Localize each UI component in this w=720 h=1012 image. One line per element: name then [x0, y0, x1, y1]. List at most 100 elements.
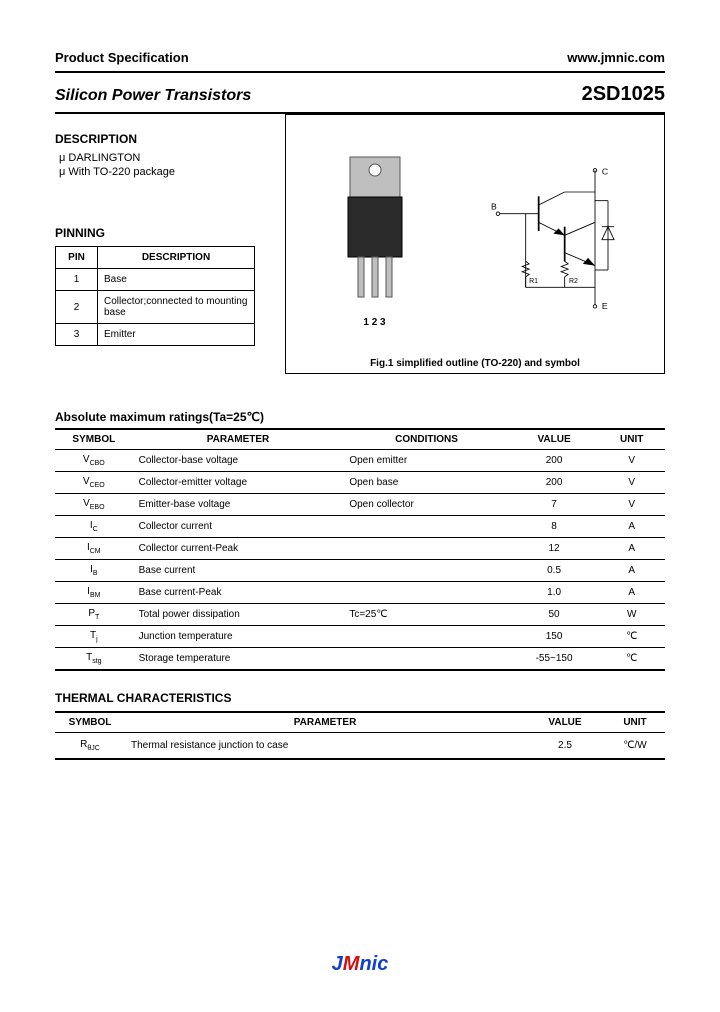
cell-parameter: Total power dissipation	[133, 604, 344, 626]
cell-symbol: IBM	[55, 582, 133, 604]
cell-parameter: Thermal resistance junction to case	[125, 733, 525, 760]
desc-item: μ With TO-220 package	[59, 166, 265, 178]
ratings-row: TstgStorage temperature -55~150℃	[55, 648, 665, 671]
cell-parameter: Collector current	[133, 516, 344, 538]
cell-symbol: VCEO	[55, 472, 133, 494]
logo-m: M	[343, 953, 360, 975]
cell-unit: V	[598, 494, 665, 516]
cell-value: 1.0	[510, 582, 599, 604]
cell-symbol: IC	[55, 516, 133, 538]
package-outline: 1 2 3	[330, 152, 420, 328]
doc-header: Product Specification www.jmnic.com	[55, 50, 665, 65]
cell-parameter: Base current-Peak	[133, 582, 344, 604]
thermal-col-unit: UNIT	[605, 712, 665, 733]
thermal-col-parameter: PARAMETER	[125, 712, 525, 733]
divider	[55, 71, 665, 73]
cell-unit: ℃	[598, 626, 665, 648]
ratings-col-conditions: CONDITIONS	[343, 429, 509, 450]
cell-value: 200	[510, 450, 599, 472]
cell-conditions: Tc=25℃	[343, 604, 509, 626]
cell-parameter: Storage temperature	[133, 648, 344, 671]
pinning-heading: PINNING	[55, 226, 265, 240]
ratings-col-unit: UNIT	[598, 429, 665, 450]
figure-box: 1 2 3 C E	[285, 114, 665, 374]
ratings-heading: Absolute maximum ratings(Ta=25℃)	[55, 410, 665, 424]
thermal-col-symbol: SYMBOL	[55, 712, 125, 733]
cell-symbol: Tstg	[55, 648, 133, 671]
pinning-table: PIN DESCRIPTION 1 Base 2 Collector;conne…	[55, 246, 255, 346]
cell-symbol: Tj	[55, 626, 133, 648]
pin-numbers: 1 2 3	[330, 317, 420, 328]
cell-symbol: RθJC	[55, 733, 125, 760]
cell-value: 150	[510, 626, 599, 648]
part-number: 2SD1025	[582, 83, 665, 106]
cell-symbol: IB	[55, 560, 133, 582]
ratings-col-value: VALUE	[510, 429, 599, 450]
pin-row: 3 Emitter	[56, 324, 255, 346]
svg-text:R2: R2	[568, 278, 577, 285]
cell-conditions	[343, 538, 509, 560]
pin-row: 1 Base	[56, 269, 255, 291]
cell-parameter: Junction temperature	[133, 626, 344, 648]
cell-value: 50	[510, 604, 599, 626]
ratings-row: ICMCollector current-Peak 12A	[55, 538, 665, 560]
figure-content: 1 2 3 C E	[294, 125, 656, 354]
ratings-row: IBBase current0.5A	[55, 560, 665, 582]
cell-value: 12	[510, 538, 599, 560]
cell-conditions	[343, 560, 509, 582]
cell-unit: V	[598, 450, 665, 472]
cell-value: 8	[510, 516, 599, 538]
ratings-row: IBMBase current-Peak1.0A	[55, 582, 665, 604]
cell-conditions	[343, 626, 509, 648]
cell-conditions: Open emitter	[343, 450, 509, 472]
logo-nic: nic	[359, 953, 388, 975]
logo-j: J	[332, 953, 343, 975]
cell-conditions: Open collector	[343, 494, 509, 516]
top-left-column: DESCRIPTION μ DARLINGTON μ With TO-220 p…	[55, 114, 265, 346]
ratings-row: VCEOCollector-emitter voltageOpen base20…	[55, 472, 665, 494]
cell-unit: ℃	[598, 648, 665, 671]
cell-value: 2.5	[525, 733, 605, 760]
description-heading: DESCRIPTION	[55, 132, 265, 146]
ratings-row: VEBOEmitter-base voltageOpen collector7V	[55, 494, 665, 516]
svg-text:C: C	[601, 166, 607, 176]
cell-value: -55~150	[510, 648, 599, 671]
thermal-row: RθJCThermal resistance junction to case2…	[55, 733, 665, 760]
cell-unit: ℃/W	[605, 733, 665, 760]
cell-symbol: VEBO	[55, 494, 133, 516]
svg-text:E: E	[601, 301, 607, 311]
cell-unit: A	[598, 516, 665, 538]
thermal-table: SYMBOL PARAMETER VALUE UNIT RθJCThermal …	[55, 711, 665, 760]
cell-unit: A	[598, 538, 665, 560]
cell-conditions	[343, 582, 509, 604]
ratings-row: ICCollector current 8A	[55, 516, 665, 538]
ratings-col-parameter: PARAMETER	[133, 429, 344, 450]
cell-parameter: Base current	[133, 560, 344, 582]
cell-parameter: Collector-emitter voltage	[133, 472, 344, 494]
cell-unit: A	[598, 560, 665, 582]
thermal-col-value: VALUE	[525, 712, 605, 733]
cell-parameter: Collector current-Peak	[133, 538, 344, 560]
title-row: Silicon Power Transistors 2SD1025	[55, 83, 665, 106]
pin-row: 2 Collector;connected to mounting base	[56, 291, 255, 324]
ratings-row: VCBOCollector-base voltageOpen emitter20…	[55, 450, 665, 472]
figure-caption: Fig.1 simplified outline (TO-220) and sy…	[294, 358, 656, 369]
top-block: DESCRIPTION μ DARLINGTON μ With TO-220 p…	[55, 114, 665, 374]
header-left: Product Specification	[55, 50, 189, 65]
pin-col-desc: DESCRIPTION	[98, 247, 255, 269]
cell-unit: V	[598, 472, 665, 494]
footer-logo: JMnic	[0, 953, 720, 976]
svg-text:B: B	[491, 201, 497, 211]
cell-conditions	[343, 648, 509, 671]
header-right: www.jmnic.com	[567, 50, 665, 65]
ratings-table: SYMBOL PARAMETER CONDITIONS VALUE UNIT V…	[55, 428, 665, 671]
cell-conditions	[343, 516, 509, 538]
cell-symbol: VCBO	[55, 450, 133, 472]
ratings-row: PTTotal power dissipationTc=25℃50W	[55, 604, 665, 626]
cell-value: 200	[510, 472, 599, 494]
cell-symbol: ICM	[55, 538, 133, 560]
svg-text:R1: R1	[529, 278, 538, 285]
ratings-row: TjJunction temperature 150℃	[55, 626, 665, 648]
cell-conditions: Open base	[343, 472, 509, 494]
desc-item: μ DARLINGTON	[59, 152, 265, 164]
